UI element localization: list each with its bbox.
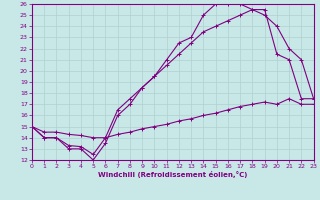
X-axis label: Windchill (Refroidissement éolien,°C): Windchill (Refroidissement éolien,°C) (98, 171, 247, 178)
